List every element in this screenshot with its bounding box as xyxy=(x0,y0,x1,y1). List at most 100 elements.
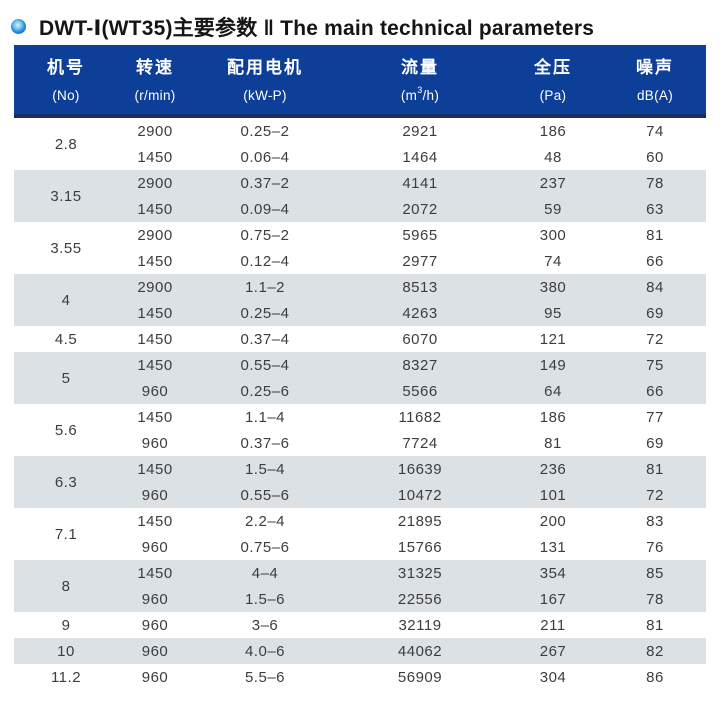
model-group: 2.8 2900 0.25–2 2921 186 74 1450 0.06–4 1464 48 60 xyxy=(14,118,706,170)
group-rows: 1450 2.2–4 21895 200 83 960 0.75–6 15766 131 76 xyxy=(118,508,706,560)
table-header: 机号 (No) 转速 (r/min) 配用电机 (kW-P) 流量 (m3/h) 全压 (Pa) 噪… xyxy=(14,45,706,118)
cell-noise: 84 xyxy=(646,278,664,296)
cell-noise: 69 xyxy=(646,434,664,452)
table-row: 960 0.55–6 10472 101 72 xyxy=(118,482,706,508)
cell-motor: 0.37–2 xyxy=(240,174,290,192)
model-group: 9 960 3–6 32119 211 81 xyxy=(14,612,706,638)
table-row: 960 5.5–6 56909 304 86 xyxy=(118,664,706,690)
cell-flow: 21895 xyxy=(397,512,443,530)
cell-flow: 8513 xyxy=(402,278,438,296)
cell-model-no: 8 xyxy=(61,577,71,595)
cell-model-no: 10 xyxy=(57,642,75,660)
model-group: 3.15 2900 0.37–2 4141 237 78 1450 0.09–4 2072 59 6… xyxy=(14,170,706,222)
column-label: 噪声 xyxy=(636,57,674,77)
model-group: 3.55 2900 0.75–2 5965 300 81 1450 0.12–4 2977 74 6… xyxy=(14,222,706,274)
cell-noise: 83 xyxy=(646,512,664,530)
model-group: 4.5 1450 0.37–4 6070 121 72 xyxy=(14,326,706,352)
cell-motor: 0.75–6 xyxy=(240,538,290,556)
column-header-speed: 转速 (r/min) xyxy=(118,45,192,114)
cell-motor: 0.25–4 xyxy=(240,304,290,322)
column-unit: (kW-P) xyxy=(243,87,287,103)
cell-speed: 960 xyxy=(141,382,169,400)
cell-flow: 1464 xyxy=(402,148,438,166)
table-row: 2900 0.37–2 4141 237 78 xyxy=(118,170,706,196)
cell-motor: 1.5–6 xyxy=(244,590,286,608)
table-row: 960 1.5–6 22556 167 78 xyxy=(118,586,706,612)
cell-flow: 16639 xyxy=(397,460,443,478)
column-label: 机号 xyxy=(47,57,85,77)
model-group: 5 1450 0.55–4 8327 149 75 960 0.25–6 5566 64 66 xyxy=(14,352,706,404)
cell-noise: 86 xyxy=(646,668,664,686)
cell-model-no: 6.3 xyxy=(54,473,78,491)
table-body: 2.8 2900 0.25–2 2921 186 74 1450 0.06–4 1464 48 60… xyxy=(14,118,706,690)
column-label: 配用电机 xyxy=(227,57,303,77)
cell-flow: 8327 xyxy=(402,356,438,374)
column-label: 流量 xyxy=(401,57,439,77)
cell-flow: 4263 xyxy=(402,304,438,322)
cell-noise: 66 xyxy=(646,252,664,270)
cell-pressure: 48 xyxy=(544,148,562,166)
cell-pressure: 121 xyxy=(539,330,567,348)
table-row: 1450 0.09–4 2072 59 63 xyxy=(118,196,706,222)
cell-noise: 81 xyxy=(646,226,664,244)
page-title: DWT-Ⅰ(WT35)主要参数 ‖ The main technical par… xyxy=(39,16,595,40)
cell-speed: 960 xyxy=(141,616,169,634)
cell-speed: 1450 xyxy=(137,512,173,530)
table-row: 1450 1.1–4 11682 186 77 xyxy=(118,404,706,430)
cell-speed: 2900 xyxy=(137,278,173,296)
cell-model-no: 3.15 xyxy=(50,187,82,205)
cell-motor: 1.1–2 xyxy=(244,278,286,296)
catalog-page: DWT-Ⅰ(WT35)主要参数 ‖ The main technical par… xyxy=(0,0,720,690)
cell-pressure: 354 xyxy=(539,564,567,582)
group-rows: 1450 1.1–4 11682 186 77 960 0.37–6 7724 81 69 xyxy=(118,404,706,456)
column-header-pressure: 全压 (Pa) xyxy=(502,45,604,114)
cell-pressure: 300 xyxy=(539,226,567,244)
model-group: 4 2900 1.1–2 8513 380 84 1450 0.25–4 4263 95 69 xyxy=(14,274,706,326)
cell-noise: 77 xyxy=(646,408,664,426)
group-rows: 960 5.5–6 56909 304 86 xyxy=(118,664,706,690)
group-rows: 1450 0.37–4 6070 121 72 xyxy=(118,326,706,352)
cell-flow: 15766 xyxy=(397,538,443,556)
cell-flow: 10472 xyxy=(397,486,443,504)
model-group: 5.6 1450 1.1–4 11682 186 77 960 0.37–6 7724 81 69 xyxy=(14,404,706,456)
cell-motor: 5.5–6 xyxy=(244,668,286,686)
cell-flow: 6070 xyxy=(402,330,438,348)
cell-motor: 0.55–6 xyxy=(240,486,290,504)
cell-speed: 960 xyxy=(141,486,169,504)
cell-motor: 0.25–6 xyxy=(240,382,290,400)
cell-speed: 1450 xyxy=(137,148,173,166)
table-row: 2900 1.1–2 8513 380 84 xyxy=(118,274,706,300)
table-row: 1450 0.06–4 1464 48 60 xyxy=(118,144,706,170)
cell-speed: 960 xyxy=(141,590,169,608)
table-row: 2900 0.25–2 2921 186 74 xyxy=(118,118,706,144)
cell-model-no: 4 xyxy=(61,291,71,309)
cell-noise: 81 xyxy=(646,460,664,478)
cell-model-no: 5.6 xyxy=(54,421,78,439)
cell-noise: 72 xyxy=(646,486,664,504)
cell-speed: 1450 xyxy=(137,304,173,322)
group-rows: 2900 1.1–2 8513 380 84 1450 0.25–4 4263 95 69 xyxy=(118,274,706,326)
cell-motor: 3–6 xyxy=(251,616,279,634)
cell-noise: 72 xyxy=(646,330,664,348)
group-rows: 960 4.0–6 44062 267 82 xyxy=(118,638,706,664)
table-row: 960 4.0–6 44062 267 82 xyxy=(118,638,706,664)
table-row: 1450 0.37–4 6070 121 72 xyxy=(118,326,706,352)
cell-noise: 66 xyxy=(646,382,664,400)
cell-speed: 1450 xyxy=(137,356,173,374)
cell-pressure: 211 xyxy=(540,616,566,634)
column-unit: (m3/h) xyxy=(400,85,440,103)
section-header: DWT-Ⅰ(WT35)主要参数 ‖ The main technical par… xyxy=(0,0,720,42)
cell-noise: 63 xyxy=(646,200,664,218)
cell-flow: 22556 xyxy=(397,590,443,608)
column-unit: dB(A) xyxy=(636,87,673,103)
cell-pressure: 200 xyxy=(539,512,567,530)
cell-flow: 5566 xyxy=(402,382,438,400)
column-label: 全压 xyxy=(534,57,572,77)
cell-noise: 69 xyxy=(646,304,664,322)
cell-pressure: 167 xyxy=(539,590,567,608)
column-unit: (r/min) xyxy=(134,87,176,103)
cell-pressure: 267 xyxy=(539,642,567,660)
cell-model-no: 2.8 xyxy=(54,135,78,153)
group-rows: 2900 0.75–2 5965 300 81 1450 0.12–4 2977 74 66 xyxy=(118,222,706,274)
cell-flow: 7724 xyxy=(402,434,438,452)
